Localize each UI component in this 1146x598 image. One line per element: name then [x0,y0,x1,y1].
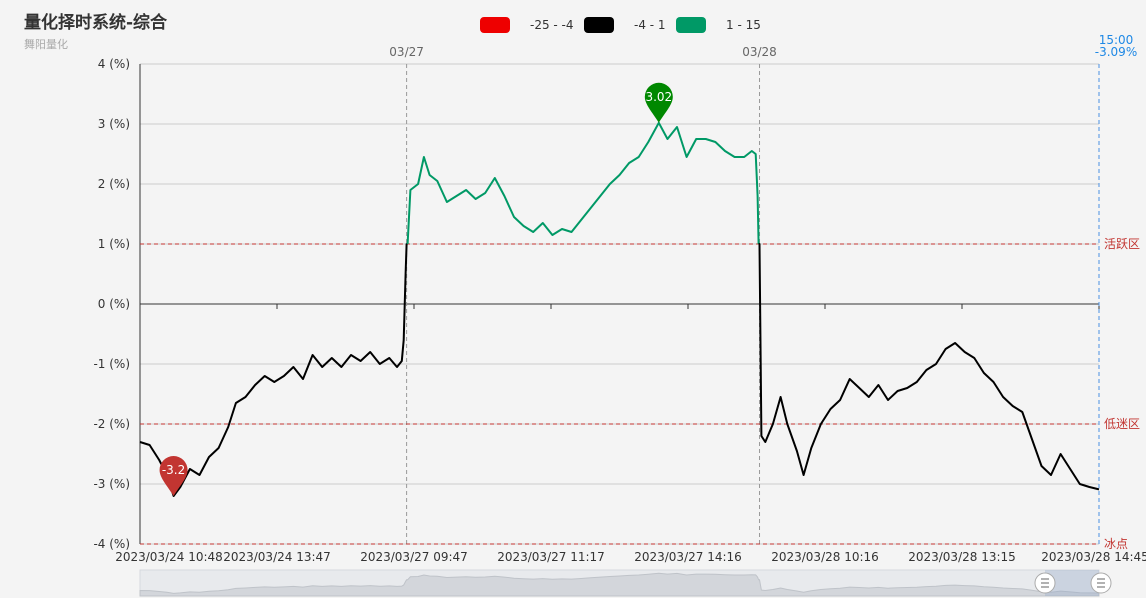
legend-label: -4 - 1 [634,18,666,32]
latest-value-label: 15:00 -3.09% [1086,34,1146,58]
day-marker-label: 03/28 [742,45,777,59]
x-tick-label: 2023/03/24 10:48 [115,550,223,564]
legend-label: -25 - -4 [530,18,574,32]
x-tick-label: 2023/03/27 14:16 [634,550,742,564]
x-tick-label: 2023/03/27 11:17 [497,550,605,564]
threshold-label: 低迷区 [1104,417,1140,431]
mark-point-label: 3.02 [645,90,672,104]
day-marker-label: 03/27 [389,45,424,59]
y-tick-label: 3 (%) [98,117,130,131]
legend-item-active[interactable]: 1 - 15 [676,16,761,34]
mark-point-label: -3.2 [162,463,185,477]
series-line-segment [758,243,1100,491]
y-tick-label: 1 (%) [98,237,130,251]
y-tick-label: -1 (%) [93,357,130,371]
data-zoom-preview [139,572,1100,597]
legend-swatch-icon [480,17,510,33]
x-tick-label: 2023/03/28 13:15 [908,550,1016,564]
latest-time: 15:00 [1098,33,1134,47]
y-tick-label: 2 (%) [98,177,130,191]
chart-subtitle: 舞阳量化 [24,38,68,51]
legend-item-neutral[interactable]: -4 - 1 [584,16,666,34]
threshold-label: 活跃区 [1104,237,1140,251]
threshold-label: 冰点 [1104,537,1128,551]
legend-label: 1 - 15 [726,18,761,32]
mark-point-pin-icon [159,456,188,496]
x-tick-label: 2023/03/27 09:47 [360,550,468,564]
latest-percent: -3.09% [1094,45,1138,59]
y-tick-label: -4 (%) [93,537,130,551]
x-tick-label: 2023/03/24 13:47 [223,550,331,564]
mark-point-pin-icon [644,82,673,123]
y-tick-label: -2 (%) [93,417,130,431]
chart-title: 量化择时系统-综合 [24,13,168,33]
series-line-segment [406,121,760,245]
x-tick-label: 2023/03/28 10:16 [771,550,879,564]
legend-swatch-icon [584,17,614,33]
y-tick-label: -3 (%) [93,477,130,491]
y-tick-label: 4 (%) [98,57,130,71]
legend-item-deep-low[interactable]: -25 - -4 [480,16,574,34]
x-tick-label: 2023/03/28 14:45 [1041,550,1146,564]
y-tick-label: 0 (%) [98,297,130,311]
legend-swatch-icon [676,17,706,33]
